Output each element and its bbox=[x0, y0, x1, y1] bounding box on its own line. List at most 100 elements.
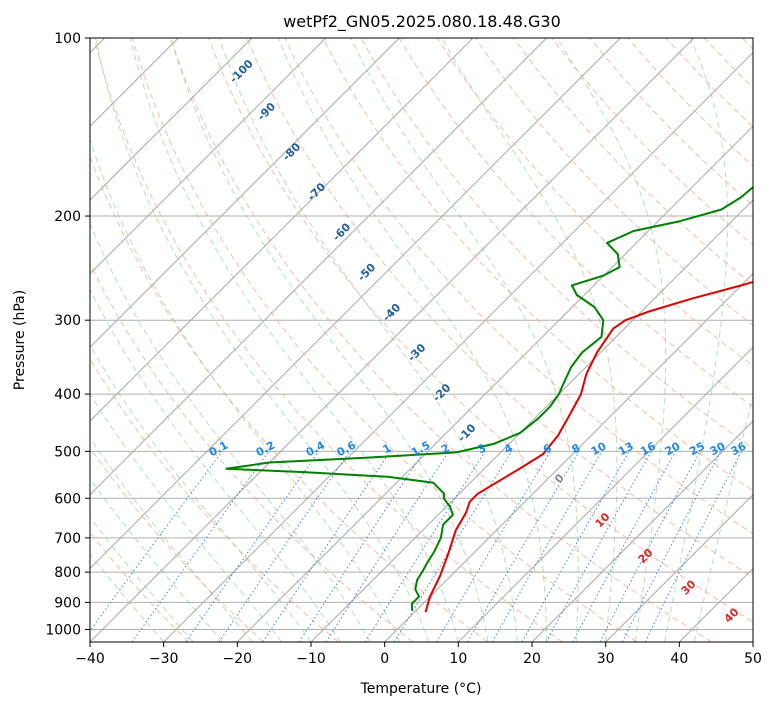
y-tick-label: 700 bbox=[54, 531, 81, 547]
isotherm-line bbox=[310, 199, 753, 642]
mixing-ratio-line bbox=[644, 451, 742, 642]
plot-background-lines bbox=[90, 38, 753, 642]
moist-adiabat-line bbox=[90, 222, 371, 642]
mixing-ratio-label: 30 bbox=[708, 439, 728, 458]
moist-adiabat-line bbox=[277, 38, 548, 642]
dry-adiabat-line bbox=[513, 38, 753, 286]
mixing-ratio-label: 8 bbox=[570, 441, 583, 456]
mixing-ratio-label: 1.5 bbox=[409, 439, 432, 460]
x-tick-label: −40 bbox=[75, 651, 105, 667]
mixing-ratio-line bbox=[325, 451, 450, 642]
dry-adiabat-line bbox=[208, 38, 753, 623]
moist-adiabat-line bbox=[556, 38, 667, 642]
moist-adiabat-line bbox=[693, 393, 753, 642]
moist-adiabat-line bbox=[664, 38, 729, 642]
mixing-ratio-line bbox=[185, 451, 320, 642]
dry-adiabat-label: -10 bbox=[455, 421, 478, 444]
mixing-ratio-line bbox=[364, 451, 486, 642]
isotherm-line bbox=[90, 38, 253, 201]
mixing-ratio-label: 25 bbox=[687, 440, 707, 459]
mixing-ratio-label: 20 bbox=[663, 439, 683, 458]
dry-adiabat-label: -50 bbox=[355, 260, 378, 283]
mixing-ratio-line bbox=[572, 451, 676, 642]
x-tick-label: −30 bbox=[149, 651, 179, 667]
dry-adiabat-line bbox=[475, 38, 753, 326]
moist-adiabat-line bbox=[170, 38, 489, 642]
isotherm-line bbox=[90, 38, 548, 496]
moist-adiabat-label: 10 bbox=[593, 510, 613, 530]
dry-adiabat-line bbox=[93, 38, 563, 642]
dry-adiabat-line bbox=[246, 38, 753, 578]
dry-adiabat-label: -100 bbox=[227, 57, 256, 86]
mixing-ratio-label: 3 bbox=[475, 441, 488, 456]
dry-adiabat-line bbox=[322, 38, 753, 492]
moist-adiabat-line bbox=[90, 516, 194, 642]
mixing-ratio-line bbox=[545, 451, 652, 642]
dry-adiabat-line bbox=[90, 262, 414, 642]
moist-adiabat-line bbox=[129, 38, 459, 642]
moist-adiabat-label: 20 bbox=[636, 546, 656, 566]
y-tick-label: 500 bbox=[54, 444, 81, 460]
moist-adiabat-line bbox=[350, 38, 579, 642]
dry-adiabat-line bbox=[90, 531, 190, 642]
isotherm-line bbox=[90, 38, 327, 275]
mixing-ratio-label: 10 bbox=[589, 439, 609, 458]
isotherm-line bbox=[236, 125, 753, 642]
x-tick-label: 0 bbox=[380, 651, 389, 667]
moist-adiabat-label: 30 bbox=[679, 577, 699, 597]
y-tick-label: 600 bbox=[54, 491, 81, 507]
mixing-ratio-line bbox=[435, 451, 552, 642]
mixing-ratio-line bbox=[90, 451, 223, 632]
mixing-ratio-line bbox=[131, 451, 270, 642]
y-tick-label: 100 bbox=[54, 31, 81, 47]
x-tick-label: 30 bbox=[597, 651, 615, 667]
dry-adiabat-label: -20 bbox=[430, 381, 453, 404]
moist-adiabat-label: 40 bbox=[722, 605, 742, 625]
mixing-ratio-line bbox=[599, 451, 701, 642]
dry-adiabat-line bbox=[627, 38, 753, 167]
y-tick-label: 1000 bbox=[45, 622, 81, 638]
isotherm-line bbox=[90, 38, 695, 642]
mixing-ratio-line bbox=[521, 451, 630, 642]
x-tick-label: 20 bbox=[523, 651, 541, 667]
isotherm-line bbox=[678, 567, 753, 642]
x-tick-label: 40 bbox=[670, 651, 688, 667]
isotherm-line bbox=[752, 641, 753, 642]
mixing-ratio-label: 0.1 bbox=[207, 439, 230, 460]
dry-adiabat-label: -80 bbox=[280, 140, 303, 163]
moist-adiabat-line bbox=[90, 436, 253, 642]
dry-adiabat-line bbox=[90, 446, 264, 642]
axes: −40 −30 −20 −10 0 10 20 30 40 50 1000 900 800 700 600 5… bbox=[45, 31, 762, 667]
y-tick-label: 200 bbox=[54, 209, 81, 225]
y-tick-label: 400 bbox=[54, 387, 81, 403]
isotherm-line bbox=[90, 38, 474, 422]
moist-adiabat-line bbox=[95, 38, 430, 642]
y-tick-label: 300 bbox=[54, 313, 81, 329]
y-tick-label: 900 bbox=[54, 595, 81, 611]
mixing-ratio-line bbox=[218, 451, 351, 642]
isotherm-line bbox=[457, 346, 753, 642]
moist-adiabat-line bbox=[90, 137, 400, 642]
dry-adiabat-label: -90 bbox=[255, 100, 278, 123]
dry-adiabat-line bbox=[170, 38, 712, 642]
plot-frame bbox=[89, 37, 754, 643]
mixing-ratio-line bbox=[621, 451, 722, 642]
mixing-ratio-label: 16 bbox=[638, 439, 658, 458]
moist-adiabat-line bbox=[90, 477, 223, 642]
dry-adiabat-line bbox=[90, 358, 339, 642]
mixing-ratio-label: 36 bbox=[729, 439, 749, 458]
isotherm-line bbox=[163, 51, 753, 642]
moist-adiabat-line bbox=[90, 553, 165, 642]
chart-title: wetPf2_GN05.2025.080.18.48.G30 bbox=[283, 12, 561, 32]
x-tick-label: 50 bbox=[744, 651, 762, 667]
moist-adiabat-line bbox=[90, 288, 341, 642]
moist-adiabat-line bbox=[90, 344, 312, 642]
isotherm-line bbox=[90, 38, 400, 349]
isotherm-line bbox=[531, 420, 753, 642]
x-tick-label: −20 bbox=[223, 651, 253, 667]
x-tick-label: 10 bbox=[449, 651, 467, 667]
x-tick-label: −10 bbox=[296, 651, 326, 667]
dry-adiabat-line bbox=[742, 38, 753, 50]
